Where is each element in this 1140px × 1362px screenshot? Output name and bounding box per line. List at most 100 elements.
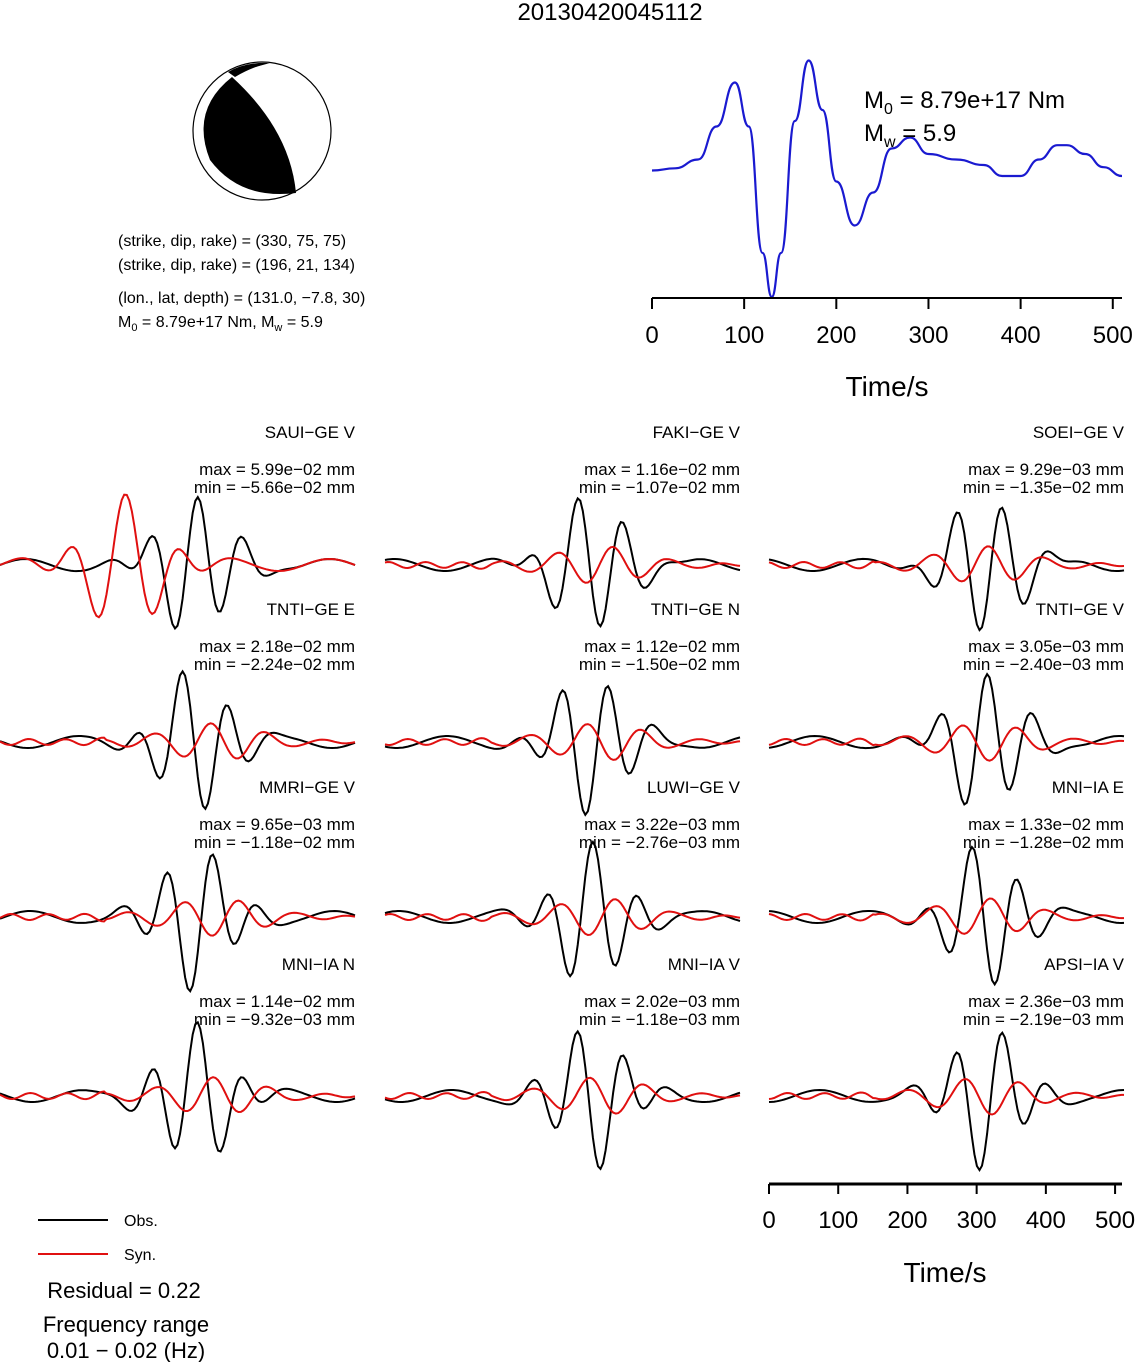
obs-waveform-line (768, 1030, 1125, 1173)
syn-waveform-line (0, 722, 356, 760)
station-min: min = −2.24e−02 mm (194, 655, 355, 674)
station-name: FAKI−GE V (653, 423, 741, 442)
station-name: MNI−IA E (1052, 778, 1124, 797)
mech-line2: (strike, dip, rake) = (196, 21, 134) (118, 257, 355, 274)
waveform-x-tick-label: 0 (762, 1207, 775, 1234)
waveform-x-ticks: 0 100 200 300 400 500 (762, 1184, 1135, 1234)
syn-waveform-line (0, 493, 356, 619)
station-name: MMRI−GE V (259, 778, 356, 797)
waveform-time-axis: 0 100 200 300 400 500 Time/s (762, 1182, 1135, 1288)
obs-waveform-line (384, 1029, 741, 1171)
station-name: APSI−IA V (1044, 955, 1125, 974)
obs-waveform-line (384, 684, 741, 817)
obs-waveform-line (768, 506, 1125, 632)
station-min: min = −1.18e−03 mm (579, 1010, 740, 1029)
waveform-x-tick-label: 300 (957, 1207, 997, 1234)
figure-title: 20130420045112 (517, 0, 702, 26)
stf-x-tick-label: 200 (816, 322, 856, 349)
syn-waveform-line (768, 897, 1124, 935)
mech-line4: M0 = 8.79e+17 Nm, Mw = 5.9 (118, 314, 323, 334)
syn-waveform-line (0, 1076, 356, 1114)
stf-x-tick-label: 300 (908, 322, 948, 349)
station-max: max = 1.33e−02 mm (968, 815, 1124, 834)
obs-waveform-line (0, 1020, 356, 1153)
frequency-range-value: 0.01 − 0.02 (Hz) (47, 1338, 205, 1362)
mech-line1: (strike, dip, rake) = (330, 75, 75) (118, 233, 346, 250)
station-max: max = 9.29e−03 mm (968, 460, 1124, 479)
stf-mw-label: Mw = 5.9 (864, 120, 956, 151)
legend-syn-label: Syn. (124, 1247, 156, 1264)
waveform-x-label: Time/s (904, 1257, 987, 1288)
station-min: min = −2.40e−03 mm (963, 655, 1124, 674)
station-max: max = 3.22e−03 mm (584, 815, 740, 834)
waveform-x-tick-label: 100 (818, 1207, 858, 1234)
syn-waveform-line (768, 545, 1125, 583)
mech-line3: (lon., lat, depth) = (131.0, −7.8, 30) (118, 290, 365, 307)
stf-x-label: Time/s (846, 371, 929, 402)
station-max: max = 2.02e−03 mm (584, 992, 740, 1011)
stf-m0-label: M0 = 8.79e+17 Nm (864, 87, 1065, 118)
station-max: max = 9.65e−03 mm (199, 815, 355, 834)
syn-waveform-line (384, 723, 741, 761)
obs-waveform-line (384, 496, 741, 628)
syn-waveform-line (384, 1076, 741, 1115)
legend: Obs. Syn. Residual = 0.22 Frequency rang… (38, 1213, 209, 1362)
stf-x-ticks: 0 100 200 300 400 500 (645, 298, 1133, 349)
station-min: min = −1.35e−02 mm (963, 478, 1124, 497)
syn-waveform-line (0, 899, 356, 937)
station-min: min = −1.50e−02 mm (579, 655, 740, 674)
syn-waveform-line (768, 724, 1125, 762)
station-max: max = 1.16e−02 mm (584, 460, 740, 479)
residual-text: Residual = 0.22 (47, 1278, 201, 1303)
syn-waveform-line (384, 545, 741, 584)
station-min: min = −2.19e−03 mm (963, 1010, 1124, 1029)
station-min: min = −1.28e−02 mm (963, 833, 1124, 852)
stf-x-tick-label: 100 (724, 322, 764, 349)
focal-mechanism-beachball (192, 61, 332, 201)
station-name: SOEI−GE V (1033, 423, 1125, 442)
station-max: max = 1.14e−02 mm (199, 992, 355, 1011)
obs-waveform-line (768, 672, 1125, 806)
station-min: min = −1.07e−02 mm (579, 478, 740, 497)
frequency-range-title: Frequency range (43, 1312, 209, 1337)
legend-obs-label: Obs. (124, 1213, 158, 1230)
station-min: min = −1.18e−02 mm (194, 833, 355, 852)
station-max: max = 2.18e−02 mm (199, 637, 355, 656)
obs-waveform-line (768, 845, 1125, 987)
station-name: MNI−IA N (282, 955, 355, 974)
station-name: MNI−IA V (668, 955, 741, 974)
station-max: max = 3.05e−03 mm (968, 637, 1124, 656)
station-name: TNTI−GE V (1036, 600, 1125, 619)
stf-x-tick-label: 500 (1093, 322, 1133, 349)
station-max: max = 1.12e−02 mm (584, 637, 740, 656)
station-min: min = −5.66e−02 mm (194, 478, 355, 497)
stf-series-line (651, 59, 1123, 299)
station-name: LUWI−GE V (647, 778, 741, 797)
waveform-x-tick-label: 200 (887, 1207, 927, 1234)
source-time-function-panel: M0 = 8.79e+17 Nm Mw = 5.9 0 100 200 300 400 5… (645, 59, 1133, 402)
station-max: max = 5.99e−02 mm (199, 460, 355, 479)
station-name: SAUI−GE V (265, 423, 356, 442)
waveform-x-tick-label: 500 (1095, 1207, 1135, 1234)
station-max: max = 2.36e−03 mm (968, 992, 1124, 1011)
syn-waveform-line (384, 898, 741, 937)
station-min: min = −2.76e−03 mm (579, 833, 740, 852)
station-name: TNTI−GE E (267, 600, 355, 619)
station-min: min = −9.32e−03 mm (194, 1010, 355, 1029)
syn-waveform-line (768, 1078, 1124, 1116)
